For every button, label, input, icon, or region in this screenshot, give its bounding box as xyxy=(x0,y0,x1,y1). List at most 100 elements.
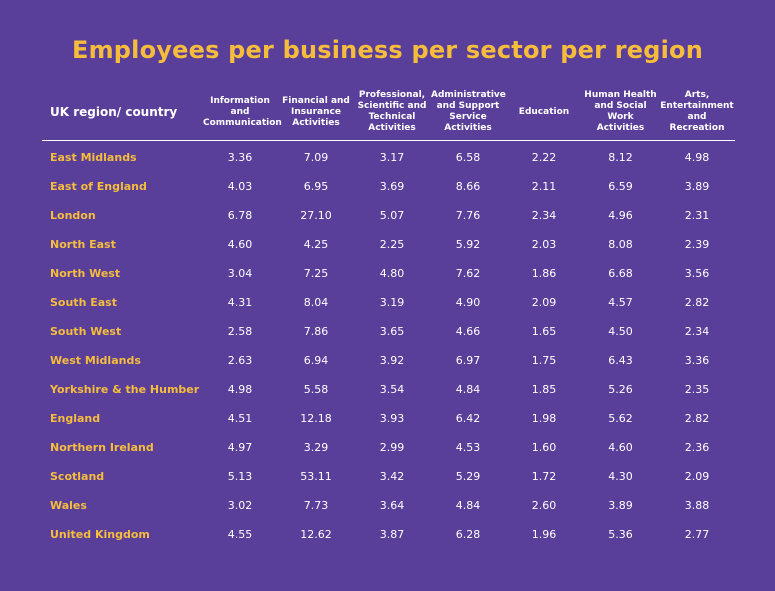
table-body: East Midlands 3.36 7.09 3.17 6.58 2.22 8.12 4.9… xyxy=(42,141,735,550)
table-row: Northern Ireland 4.97 3.29 2.99 4.53 1.60 4.60… xyxy=(42,433,735,462)
table-cell: 3.17 xyxy=(379,151,405,164)
column-header: Professional, Scientific and Technical A… xyxy=(354,84,430,141)
table-cell: 4.84 xyxy=(455,499,481,512)
table-cell: 6.28 xyxy=(455,528,481,541)
table-cell: 8.08 xyxy=(608,238,633,251)
table-cell: 3.36 xyxy=(227,151,253,164)
table-cell: 4.96 xyxy=(608,209,633,222)
table-cell: 53.11 xyxy=(300,470,332,483)
table-cell: 6.95 xyxy=(303,180,329,193)
table-cell: 2.58 xyxy=(227,325,253,338)
table-cell: 6.59 xyxy=(608,180,633,193)
table-cell: 5.26 xyxy=(608,383,633,396)
table-cell: 12.62 xyxy=(300,528,332,541)
table-cell: 6.94 xyxy=(303,354,329,367)
table-row: East of England 4.03 6.95 3.69 8.66 2.11 6.59 3… xyxy=(42,172,735,201)
table-cell: 4.90 xyxy=(455,296,481,309)
table-cell: 6.97 xyxy=(455,354,481,367)
table-cell: 4.53 xyxy=(455,441,481,454)
table-cell: 2.36 xyxy=(684,441,710,454)
column-header: Information and Communication xyxy=(202,84,282,141)
table-cell: 5.92 xyxy=(455,238,481,251)
table-cell: 4.84 xyxy=(455,383,481,396)
table-row: London 6.78 27.10 5.07 7.76 2.34 4.96 2.31 xyxy=(42,201,735,230)
region-label: South West xyxy=(50,325,122,338)
table-cell: 2.11 xyxy=(531,180,557,193)
table-cell: 3.93 xyxy=(379,412,405,425)
table-cell: 2.60 xyxy=(531,499,557,512)
table-cell: 4.60 xyxy=(608,441,633,454)
table-cell: 2.03 xyxy=(531,238,557,251)
table-cell: 2.35 xyxy=(684,383,710,396)
table-cell: 4.97 xyxy=(227,441,253,454)
table-cell: 3.54 xyxy=(379,383,405,396)
table-cell: 6.58 xyxy=(455,151,481,164)
region-label: Yorkshire & the Humber xyxy=(50,383,200,396)
table-cell: 6.78 xyxy=(227,209,253,222)
column-header: Human Health and Social Work Activities xyxy=(582,84,659,141)
table-cell: 5.58 xyxy=(303,383,329,396)
region-label: Wales xyxy=(50,499,87,512)
table-row: South East 4.31 8.04 3.19 4.90 2.09 4.57 2.82 xyxy=(42,288,735,317)
table-cell: 2.25 xyxy=(379,238,405,251)
region-label: North West xyxy=(50,267,121,280)
region-label: United Kingdom xyxy=(50,528,150,541)
column-header: Financial and Insurance Activities xyxy=(278,84,354,141)
table-cell: 4.03 xyxy=(227,180,253,193)
table-cell: 3.19 xyxy=(379,296,405,309)
table-row: East Midlands 3.36 7.09 3.17 6.58 2.22 8.12 4.9… xyxy=(42,141,735,173)
table-cell: 5.36 xyxy=(608,528,633,541)
table-cell: 1.72 xyxy=(531,470,557,483)
region-label: Northern Ireland xyxy=(50,441,154,454)
table-cell: 8.04 xyxy=(303,296,329,309)
table-cell: 7.73 xyxy=(303,499,329,512)
table-row: West Midlands 2.63 6.94 3.92 6.97 1.75 6.43 3.3… xyxy=(42,346,735,375)
table-cell: 3.04 xyxy=(227,267,253,280)
table-cell: 3.42 xyxy=(379,470,405,483)
table-cell: 1.60 xyxy=(531,441,557,454)
table-cell: 3.69 xyxy=(379,180,405,193)
column-header: Arts, Entertainment and Recreation xyxy=(659,84,735,141)
table-cell: 2.77 xyxy=(684,528,710,541)
table-cell: 4.55 xyxy=(227,528,253,541)
table-row: North West 3.04 7.25 4.80 7.62 1.86 6.68 3.56 xyxy=(42,259,735,288)
table-cell: 4.57 xyxy=(608,296,633,309)
table-cell: 4.66 xyxy=(455,325,481,338)
table-cell: 2.99 xyxy=(379,441,405,454)
region-label: West Midlands xyxy=(50,354,141,367)
table-cell: 2.82 xyxy=(684,412,710,425)
table-row: Wales 3.02 7.73 3.64 4.84 2.60 3.89 3.88 xyxy=(42,491,735,520)
table-cell: 3.64 xyxy=(379,499,405,512)
table-cell: 2.34 xyxy=(684,325,710,338)
table-cell: 8.66 xyxy=(455,180,481,193)
header-row: UK region/ country Information and Commu… xyxy=(42,84,735,141)
table-row: North East 4.60 4.25 2.25 5.92 2.03 8.08 2.39 xyxy=(42,230,735,259)
table-cell: 3.89 xyxy=(684,180,710,193)
column-header: Administrative and Support Service Activ… xyxy=(430,84,506,141)
table-cell: 4.31 xyxy=(227,296,253,309)
table-cell: 6.42 xyxy=(455,412,481,425)
table-cell: 1.65 xyxy=(531,325,557,338)
table-cell: 7.25 xyxy=(303,267,329,280)
table-cell: 27.10 xyxy=(300,209,332,222)
region-label: Scotland xyxy=(50,470,105,483)
table-cell: 3.29 xyxy=(303,441,329,454)
table-cell: 4.51 xyxy=(227,412,253,425)
table-cell: 3.87 xyxy=(379,528,405,541)
table-cell: 2.22 xyxy=(531,151,557,164)
table-cell: 12.18 xyxy=(300,412,332,425)
column-header: Education xyxy=(506,84,582,141)
table-cell: 3.36 xyxy=(684,354,710,367)
chart-title: Employees per business per sector per re… xyxy=(72,36,703,64)
table-cell: 3.02 xyxy=(227,499,253,512)
table-cell: 2.34 xyxy=(531,209,557,222)
table-cell: 3.89 xyxy=(608,499,633,512)
table-cell: 8.12 xyxy=(608,151,633,164)
table-cell: 4.98 xyxy=(227,383,253,396)
table-cell: 1.75 xyxy=(531,354,557,367)
table-cell: 2.39 xyxy=(684,238,710,251)
table-cell: 2.31 xyxy=(684,209,710,222)
table-row: Scotland 5.13 53.11 3.42 5.29 1.72 4.30 2.09 xyxy=(42,462,735,491)
data-table: UK region/ country Information and Commu… xyxy=(42,84,735,549)
table-cell: 7.62 xyxy=(455,267,481,280)
